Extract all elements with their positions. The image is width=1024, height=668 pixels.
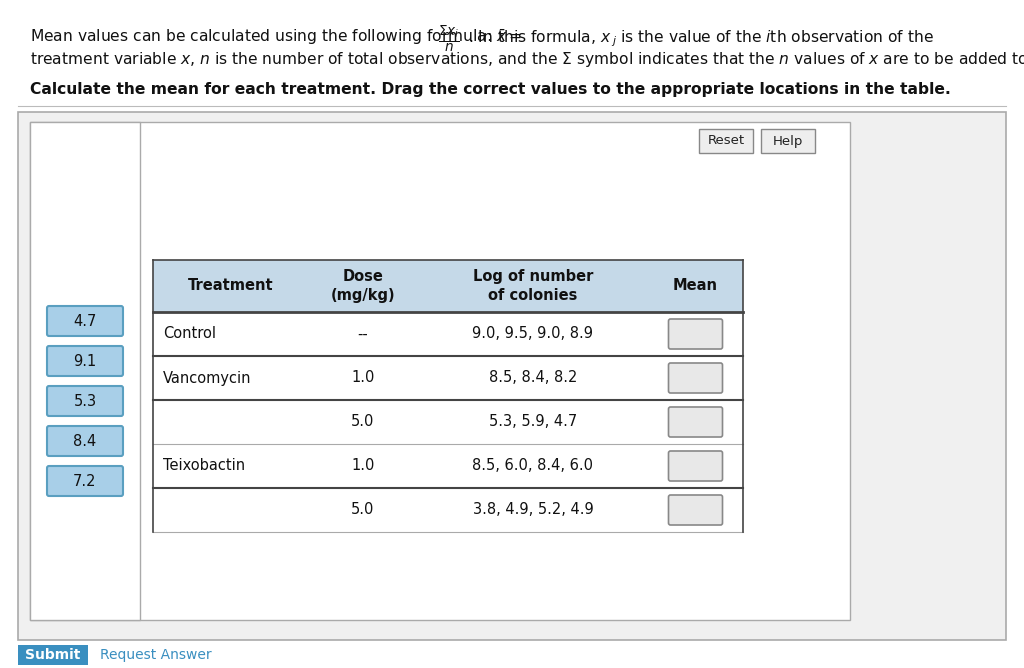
- Text: 5.0: 5.0: [351, 415, 375, 430]
- Text: 1.0: 1.0: [351, 458, 375, 474]
- Text: Vancomycin: Vancomycin: [163, 371, 252, 385]
- Text: 3.8, 4.9, 5.2, 4.9: 3.8, 4.9, 5.2, 4.9: [473, 502, 593, 518]
- Text: 4.7: 4.7: [74, 313, 96, 329]
- FancyBboxPatch shape: [669, 495, 723, 525]
- Text: Treatment: Treatment: [187, 279, 273, 293]
- Text: Submit: Submit: [26, 648, 81, 662]
- Text: Mean: Mean: [673, 279, 718, 293]
- Text: 5.0: 5.0: [351, 502, 375, 518]
- FancyBboxPatch shape: [47, 386, 123, 416]
- FancyBboxPatch shape: [47, 426, 123, 456]
- Text: . In this formula, $x\,_j$ is the value of the $i$th observation of the: . In this formula, $x\,_j$ is the value …: [468, 28, 934, 49]
- Text: Request Answer: Request Answer: [100, 648, 212, 662]
- Text: 8.4: 8.4: [74, 434, 96, 448]
- FancyBboxPatch shape: [47, 466, 123, 496]
- Bar: [30, 122, 850, 620]
- Text: Log of number
of colonies: Log of number of colonies: [473, 269, 593, 303]
- Text: 8.5, 6.0, 8.4, 6.0: 8.5, 6.0, 8.4, 6.0: [472, 458, 594, 474]
- Bar: [18, 112, 1006, 640]
- FancyBboxPatch shape: [47, 306, 123, 336]
- Bar: [153, 260, 743, 312]
- FancyBboxPatch shape: [699, 129, 753, 153]
- Text: Mean values can be calculated using the following formula: $\bar{x}=$: Mean values can be calculated using the …: [30, 28, 522, 47]
- FancyBboxPatch shape: [669, 407, 723, 437]
- FancyBboxPatch shape: [761, 129, 815, 153]
- Text: 5.3: 5.3: [74, 393, 96, 409]
- Text: Reset: Reset: [708, 134, 744, 148]
- Text: 9.0, 9.5, 9.0, 8.9: 9.0, 9.5, 9.0, 8.9: [472, 327, 594, 341]
- Text: $\frac{\Sigma x_i}{n}$: $\frac{\Sigma x_i}{n}$: [438, 24, 460, 54]
- Text: Calculate the mean for each treatment. Drag the correct values to the appropriat: Calculate the mean for each treatment. D…: [30, 82, 951, 97]
- Text: --: --: [357, 327, 369, 341]
- Text: 9.1: 9.1: [74, 353, 96, 369]
- Text: Control: Control: [163, 327, 216, 341]
- Bar: [18, 645, 88, 665]
- Text: 1.0: 1.0: [351, 371, 375, 385]
- Text: 5.3, 5.9, 4.7: 5.3, 5.9, 4.7: [488, 415, 578, 430]
- Text: Teixobactin: Teixobactin: [163, 458, 245, 474]
- FancyBboxPatch shape: [669, 363, 723, 393]
- Bar: [30, 122, 140, 620]
- Text: Help: Help: [773, 134, 803, 148]
- Text: 8.5, 8.4, 8.2: 8.5, 8.4, 8.2: [488, 371, 578, 385]
- FancyBboxPatch shape: [669, 451, 723, 481]
- Text: treatment variable $x$, $n$ is the number of total observations, and the $\Sigma: treatment variable $x$, $n$ is the numbe…: [30, 50, 1024, 69]
- Text: Dose
(mg/kg): Dose (mg/kg): [331, 269, 395, 303]
- FancyBboxPatch shape: [669, 319, 723, 349]
- Text: 7.2: 7.2: [74, 474, 96, 488]
- FancyBboxPatch shape: [47, 346, 123, 376]
